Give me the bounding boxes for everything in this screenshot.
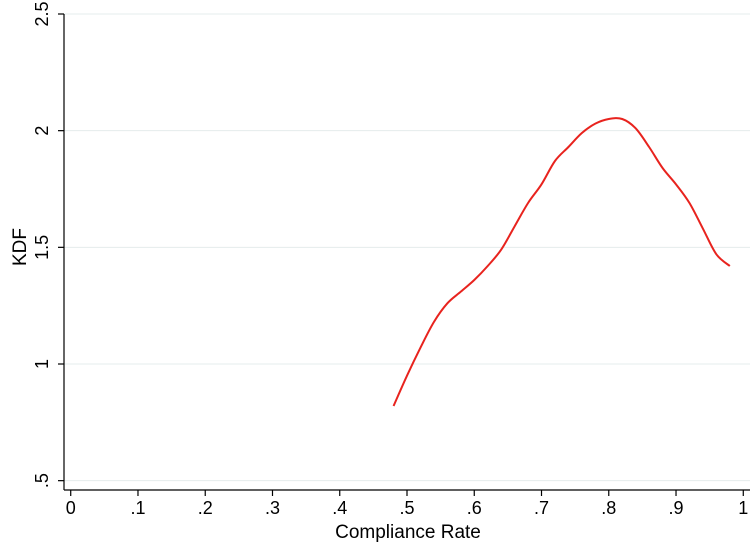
y-axis-title: KDF bbox=[10, 228, 31, 266]
y-tick-label: 1 bbox=[32, 359, 52, 369]
x-tick-label: .8 bbox=[601, 498, 616, 518]
x-tick-label: .3 bbox=[265, 498, 280, 518]
x-tick-label: .6 bbox=[467, 498, 482, 518]
x-tick-label: .7 bbox=[534, 498, 549, 518]
x-tick-label: 1 bbox=[738, 498, 748, 518]
x-tick-label: .5 bbox=[399, 498, 414, 518]
ticks: .5 1 1.5 2 2.5 0 .1 .2 .3 .4 .5 .6 .7 .8 .9 1 bbox=[32, 1, 748, 518]
y-tick-label: 2.5 bbox=[32, 1, 52, 26]
x-axis-title: Compliance Rate bbox=[335, 522, 481, 543]
x-tick-label: .9 bbox=[669, 498, 684, 518]
axes bbox=[63, 14, 750, 491]
series bbox=[392, 117, 731, 407]
kdf-line bbox=[392, 117, 731, 407]
y-tick-label: 1.5 bbox=[32, 235, 52, 260]
y-tick-label: .5 bbox=[32, 473, 52, 488]
y-tick-label: 2 bbox=[32, 126, 52, 136]
grid-lines bbox=[64, 13, 750, 482]
x-tick-label: 0 bbox=[66, 498, 76, 518]
x-tick-label: .2 bbox=[198, 498, 213, 518]
x-tick-label: .1 bbox=[130, 498, 145, 518]
x-tick-label: .4 bbox=[332, 498, 347, 518]
